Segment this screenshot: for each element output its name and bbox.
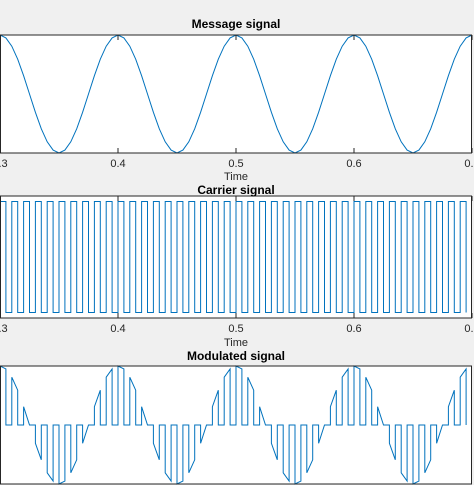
x-tick-label: 0.4	[110, 323, 125, 335]
axes-box	[0, 365, 472, 485]
axes-title: Modulated signal	[187, 349, 285, 363]
x-tick-label: 0.6	[346, 323, 361, 335]
signal-line	[0, 201, 467, 313]
x-tick-label: 0.5	[228, 158, 243, 170]
axes-title: Message signal	[192, 17, 281, 31]
signal-line	[0, 365, 467, 485]
x-tick-label: 0.7	[464, 323, 474, 335]
x-tick-label: 0.3	[0, 323, 8, 335]
x-tick-label: 0.4	[110, 158, 125, 170]
x-tick-label: 0.6	[346, 158, 361, 170]
axes-title: Carrier signal	[197, 183, 274, 197]
x-tick-label: 0.5	[228, 323, 243, 335]
x-tick-label: 0.7	[464, 158, 474, 170]
x-axis-label: Time	[224, 171, 248, 183]
x-axis-label: Time	[224, 337, 248, 349]
axes-background	[0, 35, 472, 153]
x-tick-label: 0.3	[0, 158, 8, 170]
